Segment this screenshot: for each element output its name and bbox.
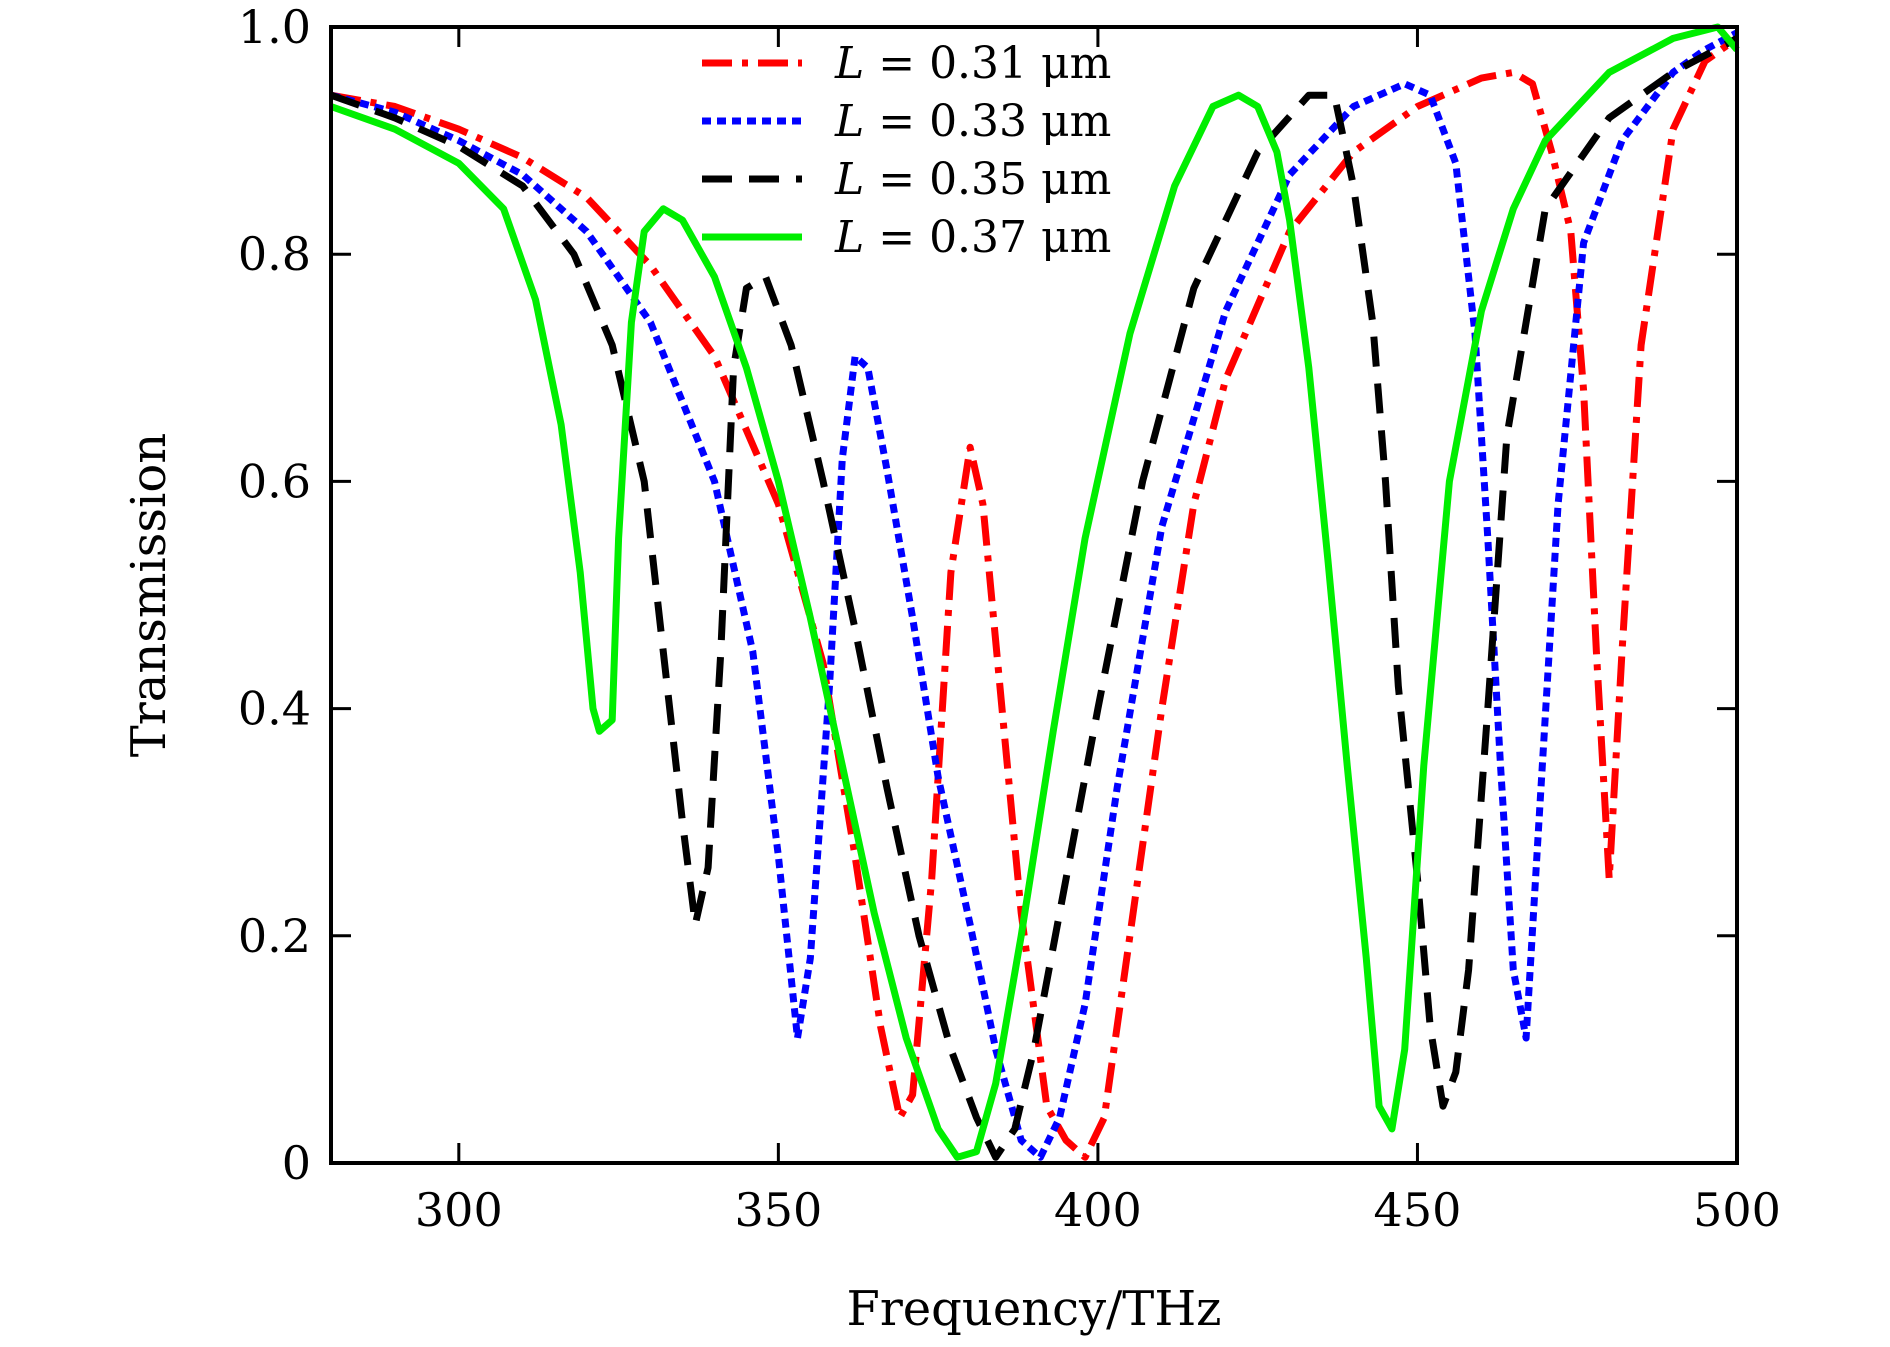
legend-value: 0.37 μm: [929, 212, 1111, 263]
legend-value: 0.35 μm: [929, 154, 1111, 205]
series-line-1: [330, 35, 1740, 1161]
legend-item-2: L = 0.33 μm: [702, 96, 1111, 147]
y-tick-label: 1.0: [238, 0, 311, 54]
legend-equals: =: [864, 154, 929, 205]
legend-label: L = 0.35 μm: [834, 154, 1111, 205]
y-tick-label: 0.8: [238, 227, 311, 281]
legend-equals: =: [864, 212, 929, 263]
series-line-4: [329, 23, 1740, 1161]
legend-value: 0.31 μm: [929, 38, 1111, 89]
legend-variable: L: [834, 212, 864, 263]
legend-label: L = 0.37 μm: [834, 212, 1111, 263]
y-tick-label: 0.6: [238, 454, 311, 508]
y-axis-title: Transmission: [121, 433, 177, 757]
legend-variable: L: [834, 38, 864, 89]
y-tick-label: 0.2: [238, 909, 311, 963]
legend-label: L = 0.31 μm: [834, 38, 1111, 89]
x-tick-label: 450: [1374, 1183, 1462, 1237]
legend-value: 0.33 μm: [929, 96, 1111, 147]
series-layer: [329, 23, 1740, 1161]
legend-item-1: L = 0.31 μm: [702, 38, 1111, 89]
x-tick-label: 350: [734, 1183, 822, 1237]
x-tick-label: 500: [1693, 1183, 1781, 1237]
x-tick-label: 300: [415, 1183, 503, 1237]
y-tick-label: 0.4: [238, 682, 311, 736]
legend-label: L = 0.33 μm: [834, 96, 1111, 147]
x-tick-label: 400: [1054, 1183, 1142, 1237]
x-axis-title: Frequency/THz: [847, 1281, 1222, 1337]
legend-variable: L: [834, 154, 864, 205]
y-tick-label: 0: [282, 1136, 311, 1190]
legend-variable: L: [834, 96, 864, 147]
legend-item-3: L = 0.35 μm: [702, 154, 1111, 205]
legend-equals: =: [864, 96, 929, 147]
series-line-3: [329, 35, 1739, 1161]
plot-frame: [329, 25, 1739, 1165]
legend: L = 0.31 μmL = 0.33 μmL = 0.35 μmL = 0.3…: [702, 38, 1111, 263]
ticks-layer: 300 350 400 450 500 0 0.2 0.4 0.6 0.8 1.0: [238, 0, 1781, 1237]
legend-item-4: L = 0.37 μm: [702, 212, 1111, 263]
series-line-2: [330, 29, 1739, 1161]
legend-equals: =: [864, 38, 929, 89]
